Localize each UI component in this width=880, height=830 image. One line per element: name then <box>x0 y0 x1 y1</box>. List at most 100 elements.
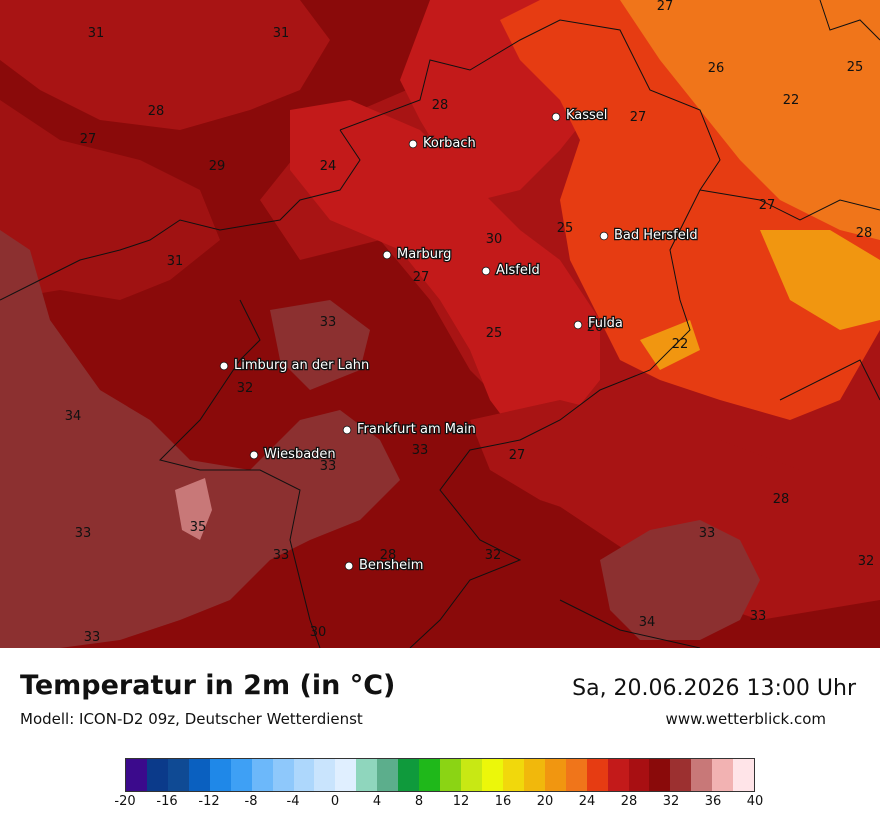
color-legend <box>125 758 755 792</box>
temp-label: 34 <box>65 409 82 424</box>
city-marburg: Marburg <box>382 246 453 263</box>
temp-label: 28 <box>148 104 165 119</box>
temp-label: 33 <box>699 526 716 541</box>
map-region-southeast <box>470 400 880 600</box>
city-name: Marburg <box>397 247 451 262</box>
city-limburg: Limburg an der Lahn <box>219 357 371 374</box>
temp-label: 28 <box>380 548 397 563</box>
temp-label: 22 <box>672 337 689 352</box>
temp-label: 31 <box>167 254 184 269</box>
legend-tick-label: -8 <box>244 794 258 809</box>
legend-swatch <box>335 759 357 791</box>
legend-swatch <box>188 759 210 791</box>
temp-label: 27 <box>509 448 526 463</box>
legend-swatch <box>230 759 252 791</box>
temp-label: 30 <box>310 625 327 640</box>
temp-label: 33 <box>320 459 337 474</box>
legend-swatch <box>461 759 482 791</box>
legend-swatch <box>565 759 587 791</box>
legend-tick-label: 32 <box>662 794 680 809</box>
legend-tick-label: 8 <box>414 794 424 809</box>
legend-swatch <box>167 759 189 791</box>
city-name: Bad Hersfeld <box>614 228 698 243</box>
legend-tick-label: 12 <box>452 794 470 809</box>
temp-label: 25 <box>486 326 503 341</box>
temp-label: 33 <box>750 609 767 624</box>
legend-swatch <box>398 759 420 791</box>
temp-label: 33 <box>84 630 101 645</box>
city-alsfeld: Alsfeld <box>481 262 541 279</box>
legend-swatch <box>272 759 294 791</box>
legend-swatch <box>649 759 671 791</box>
temp-label: 34 <box>639 615 656 630</box>
temp-label: 33 <box>412 443 429 458</box>
legend-swatch <box>628 759 650 791</box>
temp-label: 28 <box>773 492 790 507</box>
legend-swatch <box>586 759 608 791</box>
legend-tick-label: 4 <box>372 794 382 809</box>
temp-label: 27 <box>80 132 97 147</box>
legend-swatch <box>712 759 734 791</box>
legend-swatch <box>356 759 378 791</box>
temp-label: 31 <box>88 26 105 41</box>
city-wiesbaden: Wiesbaden <box>249 446 337 463</box>
temp-label: 20 <box>587 320 604 335</box>
state-border-ne <box>699 189 880 221</box>
forecast-datetime: Sa, 20.06.2026 13:00 Uhr <box>572 676 856 701</box>
map-region-mid-w <box>0 100 220 300</box>
legend-swatch <box>481 759 503 791</box>
map-region-hotspot <box>175 478 212 540</box>
state-border-ne-corner <box>819 0 880 41</box>
map-title: Temperatur in 2m (in °C) <box>20 670 396 701</box>
legend-swatch <box>293 759 315 791</box>
temp-label: 32 <box>237 381 254 396</box>
map-region-center-red <box>290 100 600 440</box>
legend-swatch <box>146 759 168 791</box>
map-region-rose-west <box>0 230 400 648</box>
legend-swatch <box>733 759 755 791</box>
temp-label: 31 <box>273 26 290 41</box>
temp-label: 27 <box>413 270 430 285</box>
state-border-s <box>559 599 701 649</box>
temp-label: 25 <box>847 60 864 75</box>
temp-label: 33 <box>320 315 337 330</box>
legend-tick-label: -20 <box>114 794 136 809</box>
temp-label: 29 <box>209 159 226 174</box>
city-name: Limburg an der Lahn <box>234 358 369 373</box>
temperature-map: 31 31 27 28 28 27 26 25 22 24 29 27 30 2… <box>0 0 880 649</box>
city-bad-hersfeld: Bad Hersfeld <box>599 227 699 244</box>
legend-tick-label: 24 <box>578 794 596 809</box>
temp-label: 32 <box>858 554 875 569</box>
legend-tick-label: 16 <box>494 794 512 809</box>
city-kassel: Kassel <box>551 107 609 124</box>
temp-label: 28 <box>856 226 873 241</box>
temp-label: 28 <box>432 98 449 113</box>
city-name: Fulda <box>588 316 623 331</box>
legend-swatch <box>419 759 441 791</box>
temp-label: 30 <box>486 232 503 247</box>
state-border-north <box>0 129 361 301</box>
legend-swatch <box>209 759 231 791</box>
legend-swatch <box>440 759 461 791</box>
state-border-east <box>339 19 721 649</box>
map-region-rose-limburg <box>270 300 370 390</box>
model-source: Modell: ICON-D2 09z, Deutscher Wetterdie… <box>20 710 363 728</box>
temp-label: 35 <box>190 520 207 535</box>
city-name: Alsfeld <box>496 263 540 278</box>
legend-tick-label: -4 <box>286 794 300 809</box>
state-border-e <box>779 359 880 401</box>
legend-swatch <box>126 759 147 791</box>
legend-swatch <box>314 759 336 791</box>
website-link[interactable]: www.wetterblick.com <box>665 710 826 728</box>
map-region-mid-nw <box>0 0 330 130</box>
temp-label: 22 <box>783 93 800 108</box>
temperature-labels: 31 31 27 28 28 27 26 25 22 24 29 27 30 2… <box>65 0 875 645</box>
map-footer: Temperatur in 2m (in °C) Modell: ICON-D2… <box>0 648 880 830</box>
temp-label: 24 <box>320 159 337 174</box>
temp-label: 33 <box>75 526 92 541</box>
city-name: Kassel <box>566 108 607 123</box>
city-name: Bensheim <box>359 558 423 573</box>
legend-swatch <box>502 759 524 791</box>
temp-label: 26 <box>708 61 725 76</box>
legend-swatch <box>544 759 566 791</box>
